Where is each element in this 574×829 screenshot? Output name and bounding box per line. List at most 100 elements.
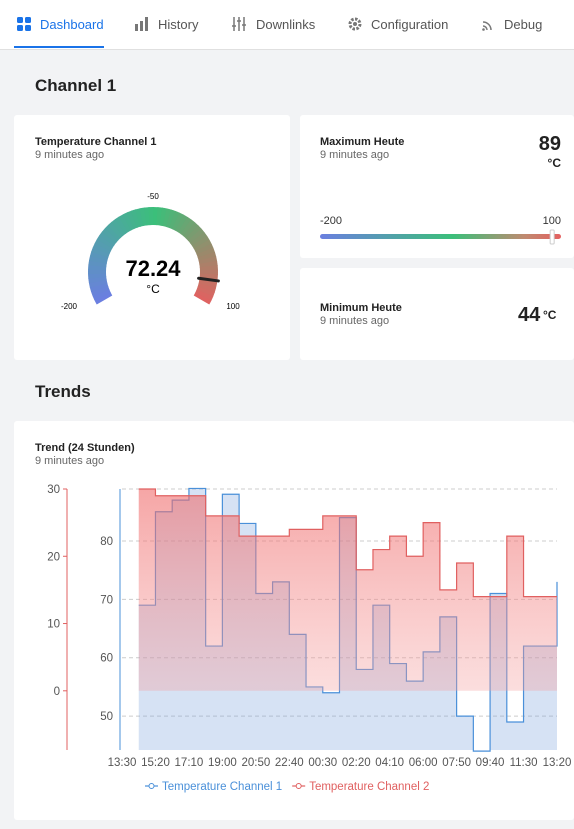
gauge-mid: -50 [147,192,159,201]
x-tick-label: 17:10 [175,757,204,769]
gauge-arc [193,292,212,305]
x-tick-label: 06:00 [409,757,438,769]
min-unit: °C [543,308,557,322]
legend-dot [295,783,302,789]
gauge-arc [197,251,217,262]
gauge-arc [135,208,144,227]
gauge-arc [104,224,121,241]
gauge-arc [199,273,218,280]
gauge-arc [183,222,199,239]
tab[interactable]: Downlinks [256,17,316,32]
gauge-arc [88,259,107,268]
gauge-arc [99,231,117,246]
gauge-arc [88,279,108,288]
gauge-arc [114,216,129,234]
gauge-arc [191,235,210,250]
dashboard-icon [17,17,31,31]
gauge-arc [194,289,214,302]
gauge-unit: °C [146,282,160,296]
gauge-arc [107,221,124,239]
tab[interactable]: Configuration [371,17,449,32]
gauge-arc [190,231,208,247]
y-tick-label: 70 [100,594,113,606]
series-area [138,489,557,691]
card-subtitle: 9 minutes ago [320,315,390,327]
y2-tick-label: 20 [47,551,60,563]
gauge-arc [96,234,115,249]
series-line [138,488,557,598]
gauge-arc [196,247,216,259]
gauge-arc [195,243,214,256]
gauge-arc [187,228,205,244]
y2-tick-label: 0 [54,686,60,698]
max-value: 89 [538,133,561,155]
gauge-arc [193,239,212,252]
gauge-arc [172,212,185,231]
x-tick-label: 22:40 [275,757,304,769]
chart-title: Trend (24 Stunden) [35,442,135,454]
gauge-arc [118,214,132,233]
range-bar [320,234,561,239]
x-tick-label: 20:50 [241,757,270,769]
y-tick-label: 50 [100,711,113,723]
tab[interactable]: History [158,17,199,32]
gauge-arc [89,282,109,293]
gauge-arc [175,214,189,233]
range-marker [549,229,555,245]
card-title: Maximum Heute [320,136,405,148]
gauge-arc [92,288,111,301]
min-value: 44 [518,304,541,326]
tab-indicator [14,46,104,48]
downlinks-icon [232,17,246,31]
gauge-arc [122,212,135,231]
y2-tick-label: 10 [47,619,60,631]
debug-icon [482,21,492,31]
card-title: Temperature Channel 1 [35,136,157,148]
gauge-arc [159,207,168,227]
section-title: Trends [35,382,91,401]
range-max: 100 [542,215,561,227]
gauge-value: 72.24 [125,256,181,281]
gauge-card [14,115,290,360]
x-tick-label: 13:30 [108,757,137,769]
gauge-arc [177,216,192,235]
gauge-arc [199,265,218,272]
gauge-arc [165,209,177,229]
x-tick-label: 02:20 [342,757,371,769]
gauge-arc [185,225,202,242]
y-tick-label: 80 [100,536,113,548]
gauge-arc [198,280,218,289]
max-unit: °C [547,156,561,170]
gauge-arc [101,227,119,244]
gauge-arc [130,209,141,228]
tab[interactable]: Debug [504,17,543,32]
x-tick-label: 09:40 [476,757,505,769]
gauge-arc [169,210,181,230]
x-tick-label: 04:10 [375,757,404,769]
gauge-arc [89,251,109,261]
gauge-arc [94,292,113,305]
range-min: -200 [320,215,343,227]
gauge-arc [198,256,218,265]
gauge-arc [196,286,215,298]
gauge-max: 100 [226,302,240,311]
legend-label: Temperature Channel 1 [162,781,282,793]
gauge-arc [156,207,163,226]
gauge-arc [90,285,110,297]
gauge-min: -200 [61,302,78,311]
gauge-arc [88,255,108,264]
gauge-arc [94,238,113,252]
config-icon [348,17,362,31]
x-tick-label: 15:20 [141,757,170,769]
x-tick-label: 19:00 [208,757,237,769]
card-title: Minimum Heute [320,302,402,314]
tab[interactable]: Dashboard [40,17,104,32]
gauge-arc [126,210,138,230]
gauge-arc [148,206,154,226]
chart-subtitle: 9 minutes ago [35,455,105,467]
gauge-arc [111,218,126,236]
card-subtitle: 9 minutes ago [35,149,105,161]
gauge-arc [180,219,196,237]
section-title: Channel 1 [35,76,117,95]
